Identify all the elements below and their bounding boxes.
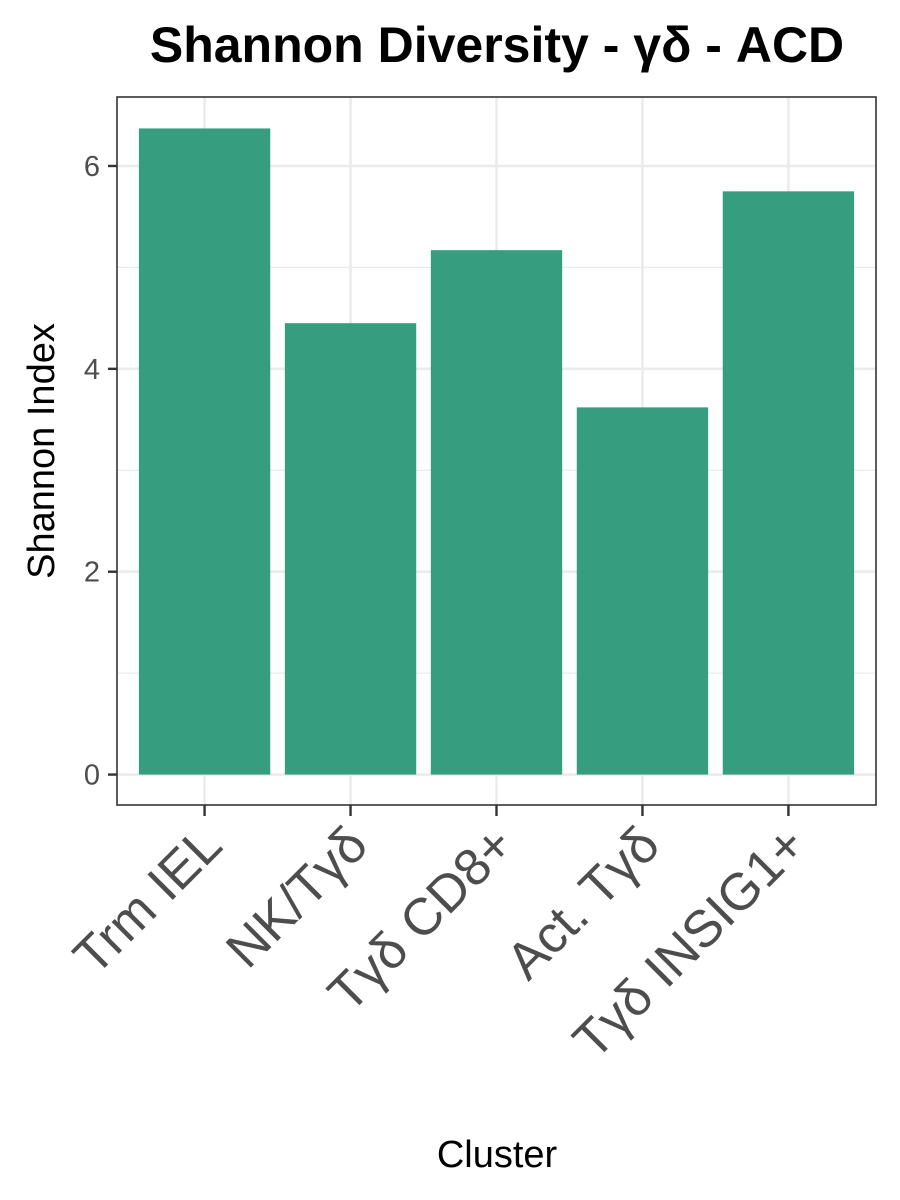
y-axis: 0 2 4 6 [84, 151, 117, 792]
bar [430, 250, 563, 775]
y-axis-title: Shannon Index [21, 323, 63, 579]
y-tick-label: 2 [84, 557, 100, 589]
bars [138, 128, 855, 775]
bar [576, 407, 709, 775]
x-tick-label: Trm IEL [63, 815, 233, 985]
bar [138, 128, 271, 775]
y-tick-label: 4 [84, 354, 100, 386]
x-axis-title: Cluster [437, 1134, 558, 1176]
bar [284, 323, 417, 775]
chart-title: Shannon Diversity - γδ - ACD [150, 17, 844, 73]
y-tick-label: 0 [84, 760, 100, 792]
y-tick-label: 6 [84, 151, 100, 183]
bar [722, 191, 855, 775]
